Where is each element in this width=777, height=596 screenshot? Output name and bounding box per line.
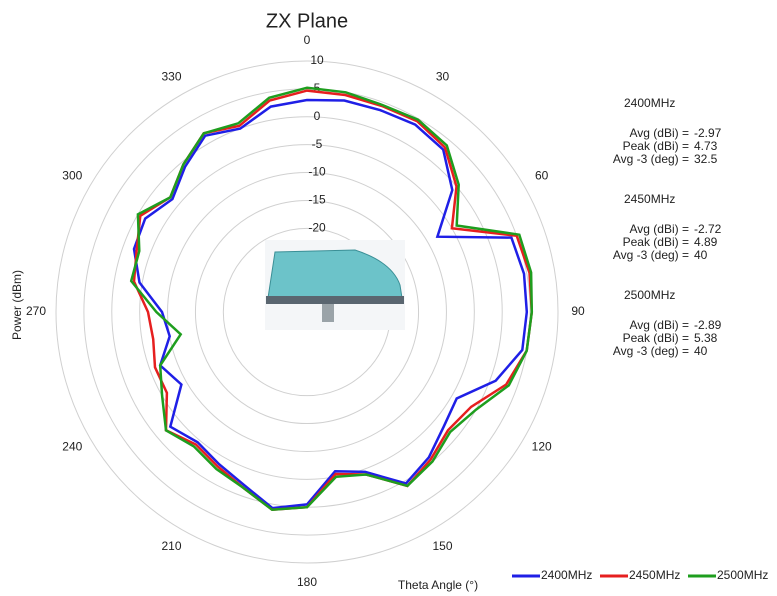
annotation-label: Peak (dBi) = <box>623 235 689 249</box>
grid-ring <box>55 60 559 564</box>
r-tick-label: 10 <box>310 53 324 67</box>
annotation-title: 2450MHz <box>624 192 675 206</box>
theta-tick-label: 0 <box>304 33 311 47</box>
annotation-label: Avg -3 (deg) = <box>613 248 689 262</box>
theta-tick-label: 300 <box>62 169 82 183</box>
annotation-value: 5.38 <box>694 331 718 345</box>
annotation-value: -2.89 <box>694 318 722 332</box>
annotation-label: Avg -3 (deg) = <box>613 344 689 358</box>
series-line <box>129 86 534 511</box>
legend-label: 2500MHz <box>717 568 768 582</box>
annotation-label: Avg (dBi) = <box>630 318 689 332</box>
antenna-body <box>267 249 403 299</box>
annotation-value: 40 <box>694 344 708 358</box>
annotation-value: 4.73 <box>694 139 718 153</box>
theta-tick-label: 270 <box>26 304 46 318</box>
theta-tick-label: 90 <box>571 304 585 318</box>
r-tick-label: -15 <box>308 193 326 207</box>
theta-tick-label: 120 <box>532 440 552 454</box>
r-tick-label: -5 <box>312 137 323 151</box>
annotation-value: 40 <box>694 248 708 262</box>
annotation-label: Peak (dBi) = <box>623 139 689 153</box>
legend-label: 2450MHz <box>629 568 680 582</box>
theta-tick-label: 180 <box>297 575 317 589</box>
theta-tick-label: 150 <box>432 539 452 553</box>
theta-tick-label: 330 <box>161 69 181 83</box>
r-tick-label: -10 <box>308 165 326 179</box>
theta-tick-label: 210 <box>161 539 181 553</box>
annotation-value: -2.72 <box>694 222 722 236</box>
annotation-label: Avg (dBi) = <box>630 222 689 236</box>
annotation-title: 2400MHz <box>624 96 675 110</box>
legend-label: 2400MHz <box>541 568 592 582</box>
r-axis-label: Power (dBm) <box>10 270 24 340</box>
annotation-label: Peak (dBi) = <box>623 331 689 345</box>
grid-ring <box>194 199 420 425</box>
annotation-value: -2.97 <box>694 126 722 140</box>
grid-ring <box>167 172 447 452</box>
annotation-value: 4.89 <box>694 235 718 249</box>
grid-ring <box>139 144 475 480</box>
theta-tick-label: 30 <box>436 69 450 83</box>
theta-tick-label: 240 <box>62 440 82 454</box>
chart-title: ZX Plane <box>266 10 348 32</box>
r-tick-label: -20 <box>308 221 326 235</box>
theta-tick-label: 60 <box>535 169 549 183</box>
annotation-value: 32.5 <box>694 152 718 166</box>
antenna-stem <box>322 304 334 322</box>
antenna-image <box>265 240 405 330</box>
r-tick-label: 0 <box>314 109 321 123</box>
antenna-base <box>266 296 404 304</box>
theta-axis-label: Theta Angle (°) <box>398 578 478 592</box>
annotation-label: Avg (dBi) = <box>630 126 689 140</box>
series-line <box>132 98 529 510</box>
annotation-label: Avg -3 (deg) = <box>613 152 689 166</box>
annotation-title: 2500MHz <box>624 288 675 302</box>
